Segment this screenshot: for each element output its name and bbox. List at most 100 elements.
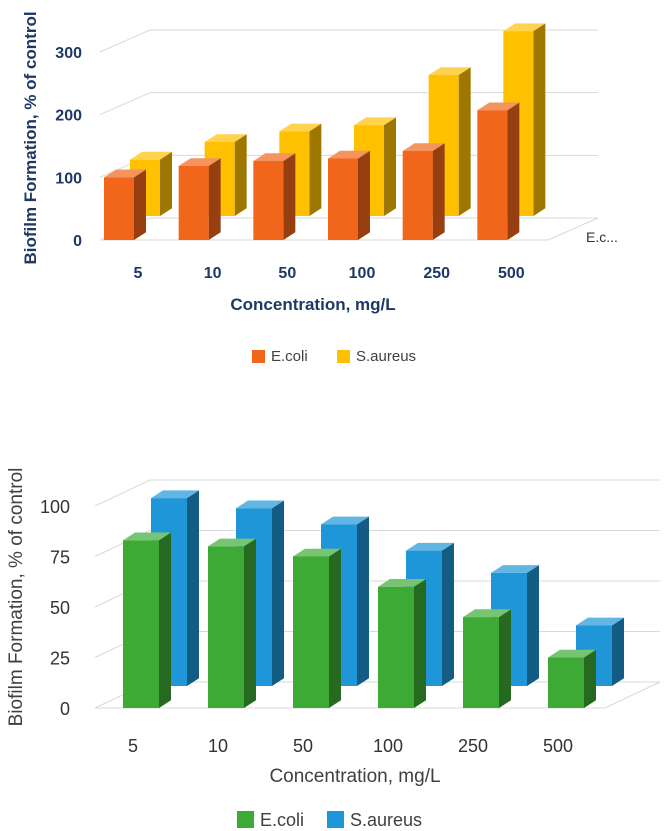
top-depth-label: E.c...	[586, 229, 618, 245]
bottom-bar-saureus-250-top	[491, 565, 539, 573]
bottom-bar-saureus-10-side	[272, 500, 284, 686]
bottom-bar-ecoli-250-top	[463, 609, 511, 618]
bottom-bar-ecoli-250-side	[499, 609, 511, 708]
top-ytick-0: 0	[73, 233, 82, 250]
bottom-bar-saureus-100-side	[442, 542, 454, 686]
chart-bottom-canvas: 0 25 50 75 100 5 10 50 100 250 500 Concentration, m…	[6, 468, 661, 830]
top-bar-ecoli-5-side	[134, 169, 146, 240]
bottom-bar-ecoli-5-top	[123, 532, 171, 541]
top-bar-ecoli-500-front	[477, 110, 508, 240]
top-legend-label-1: S.aureus	[356, 348, 416, 365]
top-bar-saureus-250-top	[428, 67, 471, 75]
bottom-bar-ecoli-10	[208, 538, 256, 708]
top-bar-saureus-10-side	[234, 134, 247, 216]
bottom-bar-ecoli-100-top	[378, 579, 426, 587]
chart-bottom: 0 25 50 75 100 5 10 50 100 250 500 Concentration, m…	[0, 400, 666, 831]
top-bar-ecoli-100-side	[358, 150, 370, 240]
top-bar-ecoli-500-top	[477, 102, 520, 111]
bottom-bar-saureus-10-top	[236, 500, 284, 509]
top-xtick-100: 100	[349, 265, 376, 282]
top-xtick-5: 5	[134, 265, 143, 282]
bottom-bar-ecoli-5	[123, 532, 171, 708]
top-xtick-50: 50	[278, 265, 296, 282]
bottom-bar-saureus-5-side	[187, 490, 199, 686]
top-bar-ecoli-5	[104, 169, 146, 240]
top-bar-saureus-100-top	[354, 117, 396, 126]
top-xtick-250: 250	[423, 265, 450, 282]
top-bar-saureus-50-top	[279, 123, 322, 132]
bottom-bar-saureus-50-side	[357, 516, 369, 686]
top-ytick-2: 200	[55, 108, 82, 125]
top-legend-swatch-0	[252, 350, 265, 363]
bottom-ytick-2: 50	[50, 598, 70, 618]
chart-top: 0 100 200 300 5 10 50 100 250 500 Concentration, m…	[0, 0, 666, 395]
top-ylabel: Biofilm Formation, % of control	[21, 11, 40, 264]
top-sidegrid-2	[99, 92, 151, 116]
top-bar-saureus-50-side	[309, 123, 322, 216]
bottom-legend-label-0: E.coli	[260, 810, 304, 830]
bottom-legend-label-1: S.aureus	[350, 810, 422, 830]
top-ytick-3: 300	[55, 45, 82, 62]
bottom-xtick-10: 10	[208, 736, 228, 756]
bottom-bar-ecoli-10-side	[244, 538, 256, 708]
top-bar-ecoli-5-front	[104, 177, 134, 240]
bottom-bar-ecoli-50-front	[293, 556, 329, 708]
bottom-bar-ecoli-5-side	[159, 532, 171, 708]
top-legend-swatch-1	[337, 350, 350, 363]
bottom-bar-saureus-50-top	[321, 516, 369, 525]
bottom-bar-ecoli-100	[378, 579, 426, 708]
bottom-ytick-1: 25	[50, 649, 70, 669]
bottom-ytick-0: 0	[60, 699, 70, 719]
top-bar-ecoli-250-top	[402, 143, 445, 152]
top-legend-label-0: E.coli	[271, 348, 308, 365]
top-bar-saureus-10-top	[204, 134, 247, 143]
bottom-legend-swatch-0	[237, 811, 254, 828]
bottom-bar-ecoli-5-front	[123, 540, 159, 708]
bottom-sidegrid-4	[94, 479, 151, 507]
top-bar-ecoli-250-side	[432, 143, 445, 240]
bottom-floor-right	[604, 681, 661, 709]
top-bar-ecoli-250	[402, 143, 445, 240]
bottom-xlabel: Concentration, mg/L	[269, 766, 440, 787]
top-bar-ecoli-50-top	[253, 153, 296, 162]
bottom-legend-swatch-1	[327, 811, 344, 828]
bottom-bar-ecoli-250	[463, 609, 511, 708]
top-bar-ecoli-50-front	[253, 161, 284, 240]
bottom-bar-ecoli-10-front	[208, 546, 244, 708]
top-bar-saureus-500-side	[533, 23, 546, 217]
top-bar-ecoli-100-front	[328, 158, 358, 240]
top-bar-saureus-100-side	[384, 117, 396, 216]
top-bar-ecoli-500	[477, 102, 520, 240]
top-bar-ecoli-10	[178, 158, 221, 240]
top-floor-right	[547, 217, 599, 241]
top-bar-saureus-5-side	[160, 151, 172, 216]
bottom-bar-ecoli-100-front	[378, 586, 414, 708]
bottom-bar-ecoli-500	[548, 649, 596, 708]
top-bar-saureus-5-top	[130, 151, 172, 160]
bottom-bar-saureus-500-top	[576, 617, 624, 626]
top-bar-saureus-500-top	[503, 23, 546, 32]
bottom-bar-ecoli-250-front	[463, 617, 499, 708]
top-bar-ecoli-100-top	[328, 150, 370, 159]
bottom-ytick-4: 100	[40, 497, 70, 517]
bottom-bar-ecoli-50-side	[329, 548, 341, 708]
top-xlabel: Concentration, mg/L	[230, 295, 395, 314]
bottom-bar-ecoli-10-top	[208, 538, 256, 547]
bottom-xtick-250: 250	[458, 736, 488, 756]
chart-top-canvas: 0 100 200 300 5 10 50 100 250 500 Concentration, m…	[21, 11, 618, 365]
bottom-bar-ecoli-500-side	[584, 649, 596, 708]
bottom-xtick-100: 100	[373, 736, 403, 756]
bottom-xtick-50: 50	[293, 736, 313, 756]
top-sidegrid-3	[99, 29, 151, 53]
bottom-ylabel: Biofilm Formation, % of control	[6, 468, 27, 727]
top-bar-ecoli-5-top	[104, 169, 146, 178]
top-bar-ecoli-10-top	[178, 158, 221, 167]
top-bar-ecoli-500-side	[507, 102, 520, 240]
top-bar-ecoli-100	[328, 150, 370, 240]
bottom-xtick-500: 500	[543, 736, 573, 756]
bottom-bar-ecoli-500-front	[548, 657, 584, 708]
top-bar-ecoli-50	[253, 153, 296, 240]
bottom-bar-saureus-5-top	[151, 490, 199, 499]
top-bar-ecoli-250-front	[402, 151, 433, 240]
top-bar-ecoli-10-front	[178, 166, 209, 240]
